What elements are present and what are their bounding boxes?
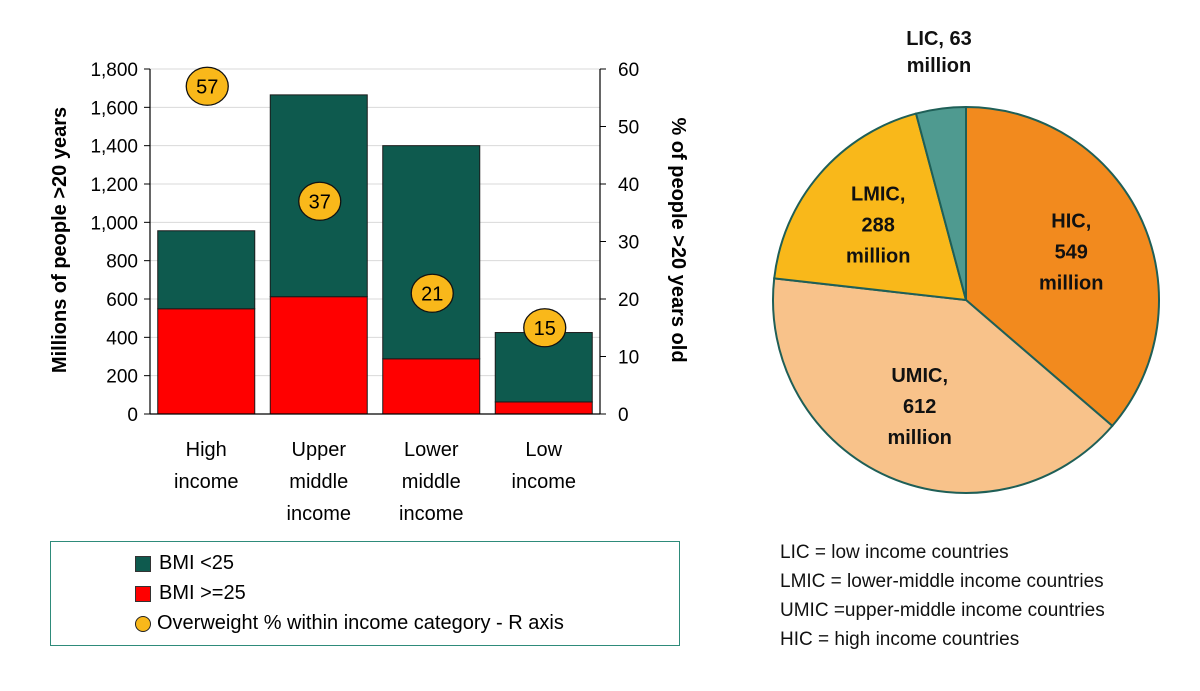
bar-segment — [157, 230, 256, 310]
stacked-bar-chart: Millions of people >20 years % of people… — [49, 60, 689, 525]
y-tick-label: 1,800 — [90, 60, 138, 81]
legend-label: BMI <25 — [159, 552, 235, 574]
bar-segment — [382, 358, 481, 415]
x-tick-label: High income — [174, 439, 238, 493]
y-axis-label: Millions of people >20 years — [49, 107, 71, 373]
overweight-marker — [298, 181, 342, 221]
pie-slice — [773, 112, 968, 302]
pie-chart: HIC, 549 million UMIC, 612 million LMIC, 288 mil… — [772, 28, 1160, 494]
x-tick-label: Lower middle income — [399, 439, 463, 525]
y2-tick-label: 20 — [618, 290, 639, 311]
pie-slice-label: LIC, 63 million — [906, 28, 972, 77]
bar-segment — [269, 296, 368, 415]
y2-tick-label: 0 — [618, 405, 629, 426]
y-tick-label: 0 — [127, 405, 138, 426]
overweight-marker — [523, 308, 567, 348]
y2-tick-label: 50 — [618, 118, 639, 139]
pie-slice-label: UMIC, 612 million — [887, 365, 951, 449]
overweight-marker — [185, 66, 229, 106]
legend-swatch — [135, 585, 151, 602]
legend-item-bmi-over-25: BMI >=25 — [135, 582, 246, 605]
bar-segment — [494, 401, 593, 415]
y-tick-label: 200 — [106, 367, 138, 388]
legend-item-bmi-under-25: BMI <25 — [135, 552, 234, 575]
overweight-value-label: 57 — [196, 76, 218, 98]
y-tick-label: 400 — [106, 328, 138, 349]
pie-slice — [772, 277, 1114, 494]
y2-tick-label: 10 — [618, 348, 639, 369]
x-tick-label: Upper middle income — [287, 439, 351, 525]
abbreviation-hic: HIC = high income countries — [780, 629, 1020, 650]
y2-tick-label: 60 — [618, 60, 639, 81]
legend-dot — [135, 615, 151, 632]
y2-axis-label: % of people >20 years old — [667, 117, 689, 362]
y2-tick-label: 30 — [618, 233, 639, 254]
overweight-value-label: 37 — [309, 191, 331, 213]
bar-segment — [157, 308, 256, 415]
y2-tick-label: 40 — [618, 175, 639, 196]
pie-slice-label: LMIC, 288 million — [846, 183, 910, 267]
legend-swatch — [135, 555, 151, 572]
y-tick-label: 1,200 — [90, 175, 138, 196]
legend-item-overweight-percent: Overweight % within income category - R … — [135, 612, 564, 635]
pie-slice — [914, 105, 967, 301]
pie-slice — [965, 105, 1160, 428]
abbreviation-umic: UMIC =upper-middle income countries — [780, 600, 1105, 621]
y-tick-label: 800 — [106, 252, 138, 273]
pie-slice-label: HIC, 549 million — [1039, 211, 1103, 295]
y-tick-label: 1,400 — [90, 137, 138, 158]
overweight-value-label: 15 — [534, 318, 556, 340]
overweight-marker — [410, 273, 454, 313]
bar-segment — [382, 145, 481, 360]
y-tick-label: 600 — [106, 290, 138, 311]
y-tick-label: 1,000 — [90, 213, 138, 234]
abbreviation-lmic: LMIC = lower-middle income countries — [780, 571, 1104, 592]
overweight-value-label: 21 — [421, 283, 443, 305]
abbreviation-lic: LIC = low income countries — [780, 542, 1009, 563]
chart-legend: BMI <25 BMI >=25 Overweight % within inc… — [50, 541, 680, 646]
abbreviation-notes: LIC = low income countries LMIC = lower-… — [780, 538, 1105, 654]
y-tick-label: 1,600 — [90, 98, 138, 119]
legend-label: Overweight % within income category - R … — [157, 612, 564, 634]
legend-label: BMI >=25 — [159, 582, 246, 604]
x-tick-label: Low income — [512, 439, 576, 493]
